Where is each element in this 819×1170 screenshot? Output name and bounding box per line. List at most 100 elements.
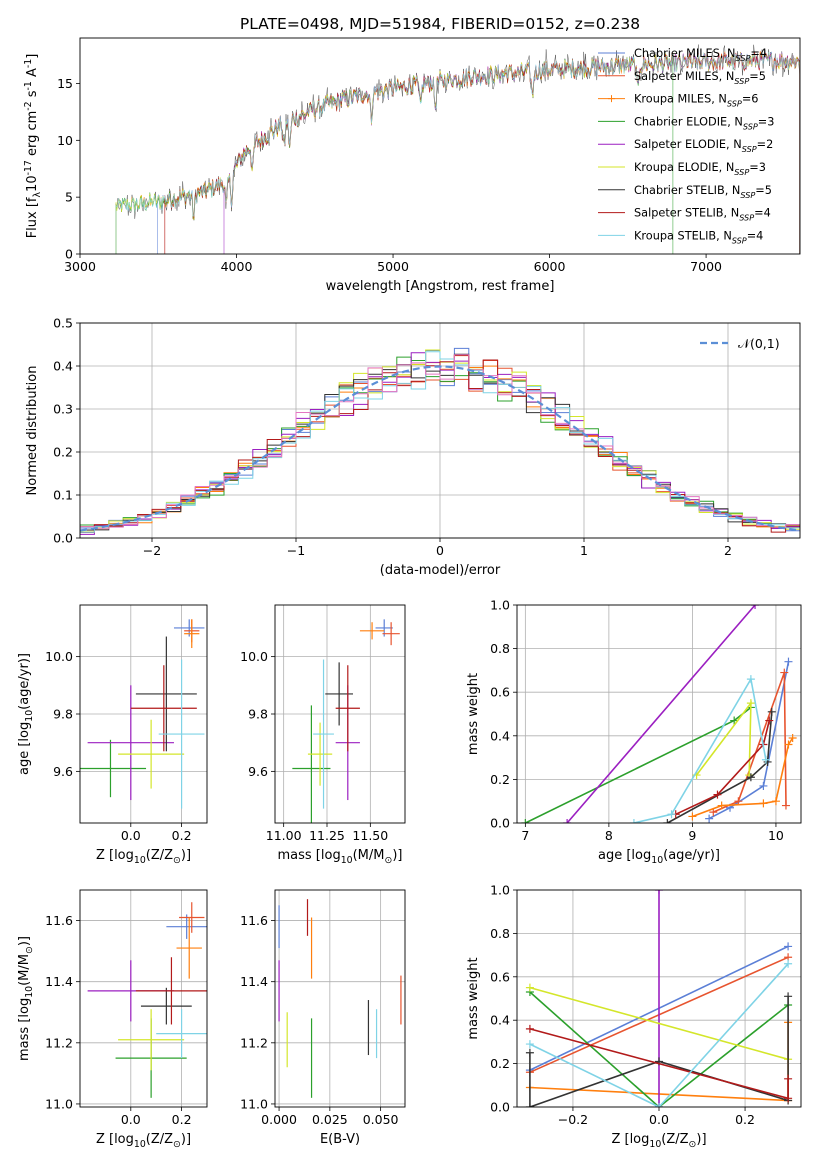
plot-area [80, 619, 205, 809]
plot-area [525, 890, 793, 1107]
x-tick-label: 6000 [534, 259, 566, 274]
y-tick-label: 0.0 [490, 816, 510, 831]
error-point [140, 987, 192, 1025]
series-marker [759, 799, 768, 808]
legend-label: Kroupa STELIB, NSSP=4 [634, 229, 763, 245]
series-marker [688, 812, 697, 821]
series-marker [771, 797, 780, 806]
y-tick-label: 9.6 [248, 764, 268, 779]
plot-area [87, 902, 207, 1098]
series-marker [655, 1103, 663, 1107]
series-marker [784, 1074, 793, 1083]
error-point [176, 917, 202, 979]
x-tick-label: 0.0 [121, 1112, 141, 1127]
y-tick-label: 11.2 [240, 1035, 268, 1050]
error-point [313, 659, 334, 809]
error-point [382, 622, 400, 646]
series-line [529, 991, 789, 1107]
series-marker [788, 733, 797, 742]
axes-age_vs_mass: 11.00 11.25 11.50 9.6 9.8 10.0 mass [log10(M/M… [240, 604, 406, 866]
series-marker [525, 1040, 534, 1049]
y-tick-label: 0.3 [53, 402, 73, 417]
axes-spectrum: 3000 4000 5000 6000 7000 0 5 10 15 wavelength [An… [23, 37, 801, 294]
error-point [135, 636, 197, 752]
axes-frame [79, 322, 801, 539]
series-marker [784, 959, 793, 968]
y-tick-label: 11.0 [45, 1096, 73, 1111]
error-point [130, 665, 197, 752]
y-tick-label: 1.0 [490, 883, 510, 898]
axes-massweight_vs_age: 7 8 9 10 0.0 0.2 0.4 0.6 0.8 1.0 age [log10(age/yr… [466, 598, 802, 866]
series-marker [521, 819, 530, 823]
plot-area [115, 44, 800, 254]
x-tick-label: 3000 [64, 259, 96, 274]
y-tick-label: 10.0 [45, 649, 73, 664]
series-marker [525, 1103, 534, 1107]
x-tick-label: 11.25 [309, 828, 345, 843]
legend-label: Chabrier STELIB, NSSP=5 [634, 184, 772, 200]
y-tick-label: 0.4 [53, 359, 73, 374]
series-marker [781, 801, 790, 810]
error-point [158, 659, 205, 809]
series-marker [525, 1048, 534, 1057]
error-point [359, 622, 385, 640]
x-tick-label: 0.2 [172, 828, 192, 843]
y-tick-label: 0.2 [490, 1056, 510, 1071]
y-tick-label: 0.8 [490, 926, 510, 941]
series-line [525, 706, 752, 823]
x-tick-label: 1 [580, 543, 588, 558]
axes-massweight_vs_Z: −0.2 0.0 0.2 0.0 0.2 0.4 0.6 0.8 1.0 Z [log10(Z/Z… [466, 883, 802, 1150]
series-line [566, 605, 756, 823]
y-tick-label: 10.0 [240, 649, 268, 664]
axes-frame [274, 604, 406, 824]
error-point [307, 722, 333, 786]
series-marker [629, 819, 638, 823]
figure-title: PLATE=0498, MJD=51984, FIBERID=0152, z=0… [240, 15, 640, 33]
x-tick-label: 0.000 [261, 1112, 297, 1127]
y-tick-label: 0.2 [490, 772, 510, 787]
plot-area [278, 899, 402, 1098]
legend-marker [608, 95, 615, 103]
series-marker [765, 716, 774, 725]
series-line [708, 661, 790, 820]
x-tick-label: 0.2 [735, 1112, 755, 1127]
x-axis-label: mass [log10(M/M⊙)] [278, 848, 403, 866]
y-tick-label: 11.6 [45, 913, 73, 928]
series-marker [525, 1024, 534, 1033]
y-tick-label: 0.0 [490, 1100, 510, 1115]
series-marker [746, 699, 755, 708]
y-tick-label: 10 [57, 133, 73, 148]
y-tick-label: 0 [65, 247, 73, 262]
axes-frame [79, 604, 208, 824]
legend-label: 𝒩(0,1) [738, 336, 780, 351]
x-tick-label: 0.0 [121, 828, 141, 843]
x-axis-label: (data-model)/error [380, 563, 501, 578]
series-line [529, 986, 789, 1061]
series-marker [767, 707, 776, 716]
x-axis-label: wavelength [Angstrom, rest frame] [326, 279, 555, 294]
y-tick-label: 11.6 [240, 913, 268, 928]
y-tick-label: 0.4 [490, 728, 510, 743]
x-tick-label: 7 [521, 828, 529, 843]
error-point [118, 1009, 185, 1071]
legend-label: Kroupa ELODIE, NSSP=3 [634, 161, 766, 177]
series-line [675, 720, 771, 816]
series-marker [784, 942, 793, 951]
x-tick-label: −2 [143, 543, 161, 558]
y-tick-label: 11.4 [45, 974, 73, 989]
series-marker [784, 992, 793, 1001]
y-tick-label: 0.6 [490, 969, 510, 984]
y-axis-label: mass weight [466, 673, 481, 755]
plot-area [292, 619, 400, 823]
x-axis-label: age [log10(age/yr)] [598, 848, 720, 866]
y-tick-label: 11.4 [240, 974, 268, 989]
series-line [667, 711, 773, 823]
series-marker [761, 755, 770, 764]
y-tick-label: 9.8 [248, 707, 268, 722]
legend: Chabrier MILES, NSSP=4 Salpeter MILES, NS… [598, 47, 774, 245]
series-marker [784, 740, 793, 749]
axes-residual_hist: −2 −1 0 1 2 0.0 0.1 0.2 0.3 0.4 0.5 (data-model)/er… [25, 316, 801, 578]
axes-frame [79, 889, 208, 1108]
y-tick-label: 1.0 [490, 598, 510, 613]
